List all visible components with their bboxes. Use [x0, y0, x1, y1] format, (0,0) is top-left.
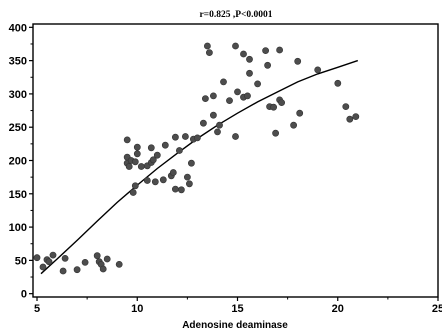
- data-point: [143, 177, 151, 184]
- data-point: [177, 186, 185, 194]
- data-point: [93, 252, 101, 260]
- data-point: [171, 185, 179, 193]
- data-point: [81, 258, 89, 266]
- x-tick-label: 20: [332, 303, 344, 315]
- y-tick-label: 350: [9, 56, 27, 68]
- data-point: [193, 134, 201, 142]
- plot-frame: [32, 23, 439, 298]
- data-point: [133, 150, 141, 158]
- data-point: [246, 55, 253, 63]
- data-point: [39, 263, 47, 271]
- data-point: [183, 173, 191, 181]
- data-point: [199, 119, 207, 127]
- data-point: [49, 251, 57, 259]
- data-point: [296, 109, 304, 117]
- x-tick-label: 15: [231, 303, 243, 315]
- data-point: [220, 78, 227, 86]
- data-point: [137, 163, 145, 170]
- data-point: [115, 260, 123, 268]
- y-tick-label: 0: [21, 289, 27, 301]
- regression-line-layer: [40, 59, 359, 275]
- data-point: [61, 254, 69, 262]
- data-point: [214, 128, 221, 136]
- data-point: [276, 46, 283, 54]
- data-point: [171, 133, 179, 141]
- data-point: [187, 159, 195, 167]
- data-point: [246, 69, 253, 77]
- data-point: [175, 147, 183, 154]
- data-point: [161, 141, 169, 149]
- data-point: [240, 50, 247, 58]
- data-point: [254, 80, 261, 88]
- data-point: [314, 66, 322, 74]
- data-point: [151, 178, 159, 186]
- data-point: [131, 158, 139, 166]
- data-point: [73, 266, 81, 274]
- y-tick-label: 50: [15, 255, 27, 267]
- data-point: [352, 113, 360, 120]
- data-point: [203, 42, 211, 50]
- y-tick-label: 400: [9, 22, 27, 34]
- data-point: [342, 103, 350, 110]
- y-tick-label: 200: [9, 156, 27, 168]
- x-tick-label: 5: [34, 303, 40, 315]
- data-point: [99, 265, 107, 273]
- data-point: [181, 133, 189, 140]
- data-point: [185, 180, 193, 188]
- y-tick-label: 250: [9, 122, 27, 134]
- data-point: [226, 97, 233, 104]
- data-point: [131, 182, 139, 190]
- data-point: [129, 189, 137, 196]
- data-point: [272, 129, 279, 137]
- data-point: [209, 92, 217, 100]
- y-tick-label: 150: [9, 189, 27, 201]
- data-point: [262, 47, 269, 54]
- data-point: [123, 136, 131, 144]
- chart-title: r=0.825 ,P<0.0001: [199, 10, 272, 20]
- data-point: [244, 92, 251, 100]
- data-point: [125, 163, 133, 170]
- data-point: [334, 79, 342, 87]
- data-point: [205, 49, 213, 56]
- data-point: [153, 151, 161, 159]
- data-point: [201, 95, 209, 102]
- data-point: [149, 156, 157, 164]
- data-point: [169, 169, 177, 176]
- y-tick-label: 300: [9, 89, 27, 101]
- data-point: [232, 133, 239, 140]
- data-point: [216, 121, 223, 129]
- data-point: [290, 121, 297, 129]
- data-point: [33, 254, 41, 262]
- data-point: [264, 61, 271, 69]
- data-point: [59, 267, 67, 275]
- data-point: [346, 115, 354, 123]
- x-tick-label: 25: [432, 303, 442, 315]
- data-point: [103, 255, 111, 263]
- data-point: [159, 176, 167, 184]
- data-point: [278, 99, 285, 106]
- data-point: [133, 143, 141, 151]
- y-tick-label: 100: [9, 222, 27, 234]
- data-point: [232, 42, 239, 50]
- data-point: [270, 103, 277, 111]
- regression-line: [40, 59, 359, 275]
- data-point: [294, 57, 302, 65]
- x-axis-label: Adenosine deaminase: [182, 320, 288, 331]
- data-point: [147, 144, 155, 152]
- data-point: [45, 258, 53, 266]
- data-point: [209, 111, 217, 119]
- data-point: [234, 88, 241, 96]
- data-points-layer: [33, 42, 360, 275]
- x-tick-label: 10: [131, 303, 143, 315]
